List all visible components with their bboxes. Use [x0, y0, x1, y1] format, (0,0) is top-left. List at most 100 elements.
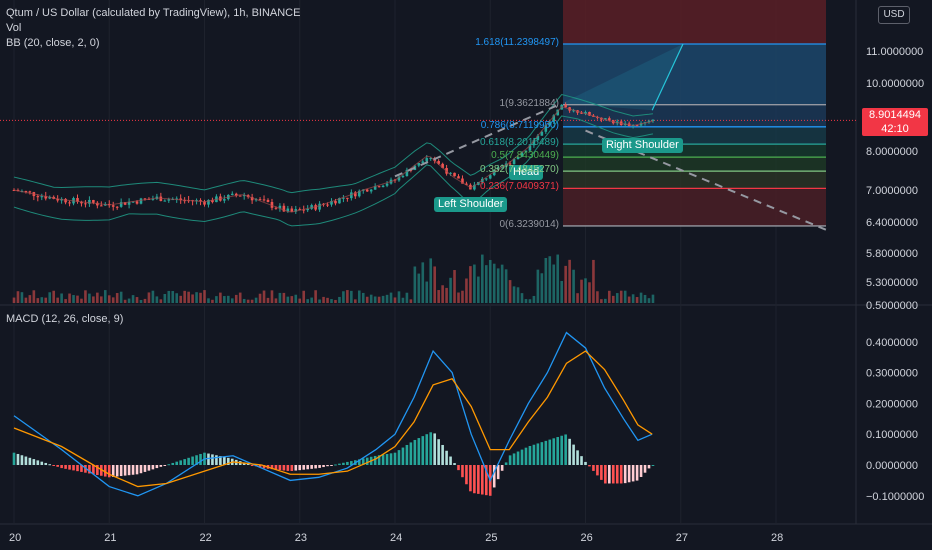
candle-body[interactable]: [465, 183, 468, 185]
candle-body[interactable]: [342, 197, 345, 199]
signal-line[interactable]: [13, 350, 653, 488]
candle-body[interactable]: [56, 198, 59, 201]
candle-body[interactable]: [119, 202, 123, 207]
candle-body[interactable]: [484, 178, 488, 180]
candle-body[interactable]: [437, 161, 440, 164]
candle-body[interactable]: [127, 201, 131, 205]
candle-body[interactable]: [516, 156, 520, 160]
candle-body[interactable]: [143, 198, 147, 200]
candle-body[interactable]: [461, 178, 464, 184]
candle-body[interactable]: [238, 195, 242, 197]
candle-body[interactable]: [548, 121, 552, 126]
currency-button[interactable]: USD: [878, 6, 910, 24]
candle-body[interactable]: [310, 205, 313, 209]
candle-body[interactable]: [449, 172, 452, 174]
candle-body[interactable]: [179, 198, 182, 201]
candle-body[interactable]: [528, 145, 532, 151]
candle-body[interactable]: [28, 191, 32, 193]
candle-body[interactable]: [111, 205, 115, 207]
candle-body[interactable]: [334, 201, 337, 204]
candle-body[interactable]: [385, 183, 389, 186]
legend-bollinger[interactable]: BB (20, close, 2, 0): [6, 37, 100, 49]
candle-body[interactable]: [24, 191, 28, 193]
candle-body[interactable]: [163, 200, 167, 202]
candle-body[interactable]: [608, 118, 611, 121]
candle-body[interactable]: [405, 169, 409, 177]
legend-volume[interactable]: Vol: [6, 22, 22, 34]
candle-body[interactable]: [282, 205, 286, 212]
candle-body[interactable]: [115, 206, 119, 208]
candle-body[interactable]: [135, 201, 139, 204]
candle-body[interactable]: [80, 201, 83, 204]
candle-body[interactable]: [564, 104, 567, 108]
candle-body[interactable]: [175, 198, 179, 200]
candle-body[interactable]: [36, 196, 40, 198]
candle-body[interactable]: [365, 189, 369, 192]
candle-body[interactable]: [123, 202, 127, 205]
candle-body[interactable]: [242, 195, 246, 197]
candle-body[interactable]: [604, 118, 607, 120]
candle-body[interactable]: [647, 120, 651, 123]
candle-body[interactable]: [211, 199, 214, 203]
annotation-left-shoulder[interactable]: Left Shoulder: [434, 197, 508, 212]
macd-line[interactable]: [13, 331, 653, 497]
candle-body[interactable]: [223, 199, 226, 201]
candle-body[interactable]: [639, 123, 643, 126]
candle-body[interactable]: [234, 193, 238, 196]
annotation-head[interactable]: Head: [509, 165, 544, 180]
candle-body[interactable]: [139, 198, 143, 204]
candle-body[interactable]: [270, 202, 274, 208]
candle-body[interactable]: [306, 208, 309, 211]
candle-body[interactable]: [369, 189, 373, 192]
candle-body[interactable]: [540, 131, 544, 136]
candle-body[interactable]: [552, 115, 556, 122]
candle-body[interactable]: [258, 199, 262, 201]
candle-body[interactable]: [100, 205, 103, 207]
candle-body[interactable]: [44, 196, 48, 199]
candle-body[interactable]: [520, 152, 524, 157]
candle-body[interactable]: [524, 150, 528, 153]
candle-body[interactable]: [346, 197, 349, 199]
candle-body[interactable]: [572, 110, 575, 112]
candle-body[interactable]: [425, 158, 429, 162]
candle-body[interactable]: [532, 140, 536, 146]
candle-body[interactable]: [76, 198, 79, 202]
candle-body[interactable]: [330, 201, 333, 205]
candle-body[interactable]: [250, 196, 254, 201]
candle-body[interactable]: [314, 205, 317, 210]
candle-body[interactable]: [40, 196, 44, 198]
candle-body[interactable]: [96, 202, 99, 206]
candle-body[interactable]: [580, 112, 583, 114]
candle-body[interactable]: [473, 184, 476, 190]
candle-body[interactable]: [230, 193, 234, 195]
candle-body[interactable]: [453, 172, 456, 177]
candle-body[interactable]: [203, 201, 206, 205]
candle-body[interactable]: [377, 186, 381, 188]
candle-body[interactable]: [417, 162, 421, 166]
candle-body[interactable]: [584, 111, 587, 114]
candle-body[interactable]: [131, 201, 135, 203]
candle-body[interactable]: [207, 199, 210, 205]
candle-body[interactable]: [266, 199, 270, 203]
candle-body[interactable]: [373, 186, 377, 190]
candle-body[interactable]: [326, 204, 329, 206]
candle-body[interactable]: [350, 192, 353, 199]
candle-body[interactable]: [64, 198, 67, 203]
candle-body[interactable]: [512, 159, 516, 165]
candle-body[interactable]: [318, 203, 321, 210]
candle-body[interactable]: [338, 198, 341, 204]
candle-body[interactable]: [290, 208, 294, 212]
candle-body[interactable]: [457, 176, 460, 179]
candle-body[interactable]: [544, 125, 548, 132]
candle-body[interactable]: [381, 185, 385, 188]
candle-body[interactable]: [496, 167, 500, 170]
candle-body[interactable]: [68, 202, 71, 204]
candle-body[interactable]: [274, 207, 278, 209]
candle-body[interactable]: [298, 209, 302, 211]
candle-body[interactable]: [536, 135, 540, 141]
candle-body[interactable]: [84, 203, 87, 205]
candle-body[interactable]: [159, 196, 163, 202]
legend-macd[interactable]: MACD (12, 26, close, 9): [6, 313, 124, 325]
candle-body[interactable]: [151, 198, 155, 200]
